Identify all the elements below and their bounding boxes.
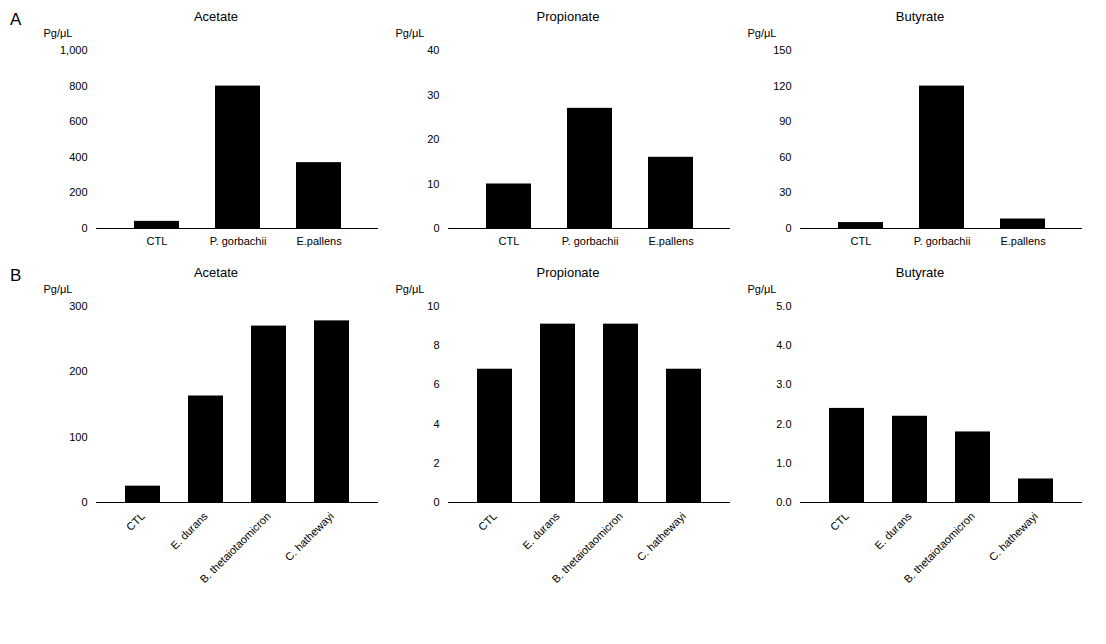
svg-text:B. thetaiotaomicron: B. thetaiotaomicron [197, 510, 273, 586]
html-text:Acetate: Acetate [194, 9, 238, 24]
svg-text:0.0: 0.0 [776, 496, 791, 508]
svg-text:C. hathewayi: C. hathewayi [634, 510, 687, 563]
html-text:Acetate: Acetate [194, 265, 238, 280]
svg-text:150: 150 [773, 44, 791, 56]
svg-text:200: 200 [69, 365, 87, 377]
svg-text:E.pallens: E.pallens [296, 235, 342, 247]
svg-text:4.0: 4.0 [776, 339, 791, 351]
svg-text:8: 8 [433, 339, 439, 351]
html-text:Butyrate: Butyrate [895, 265, 945, 280]
svg-text:30: 30 [427, 89, 439, 101]
svg-text:2.0: 2.0 [776, 418, 791, 430]
svg-text:Pg/μL: Pg/μL [748, 27, 777, 39]
html-text:Propionate: Propionate [536, 265, 600, 280]
svg-text:B. thetaiotaomicron: B. thetaiotaomicron [549, 510, 625, 586]
svg-text:1.0: 1.0 [776, 457, 791, 469]
html-text:Propionate: Propionate [536, 9, 600, 24]
svg-text:2: 2 [433, 457, 439, 469]
svg-text:5.0: 5.0 [776, 300, 791, 312]
svg-text:CTL: CTL [499, 235, 520, 247]
svg-text:C. hathewayi: C. hathewayi [986, 510, 1039, 563]
html-text:B: B [10, 266, 22, 285]
svg-text:200: 200 [69, 186, 87, 198]
svg-text:10: 10 [427, 178, 439, 190]
svg-text:CTL: CTL [124, 510, 147, 533]
html-text:A: A [10, 10, 22, 29]
svg-text:E. durans: E. durans [168, 509, 210, 551]
svg-text:Pg/μL: Pg/μL [396, 27, 425, 39]
svg-text:400: 400 [69, 151, 87, 163]
svg-text:B. thetaiotaomicron: B. thetaiotaomicron [901, 510, 977, 586]
svg-text:P. gorbachii: P. gorbachii [914, 235, 971, 247]
svg-text:0: 0 [433, 496, 439, 508]
svg-text:C. hathewayi: C. hathewayi [282, 510, 335, 563]
svg-text:CTL: CTL [828, 510, 851, 533]
svg-text:100: 100 [69, 431, 87, 443]
svg-text:E. durans: E. durans [872, 509, 914, 551]
svg-text:Pg/μL: Pg/μL [748, 283, 777, 295]
svg-text:CTL: CTL [851, 235, 872, 247]
svg-text:E.pallens: E.pallens [1000, 235, 1046, 247]
svg-text:800: 800 [69, 80, 87, 92]
svg-text:P. gorbachii: P. gorbachii [210, 235, 267, 247]
svg-text:P. gorbachii: P. gorbachii [562, 235, 619, 247]
svg-text:120: 120 [773, 80, 791, 92]
svg-text:20: 20 [427, 133, 439, 145]
svg-text:0: 0 [81, 496, 87, 508]
svg-text:0: 0 [81, 222, 87, 234]
svg-text:E. durans: E. durans [520, 509, 562, 551]
svg-text:30: 30 [779, 186, 791, 198]
svg-text:1,000: 1,000 [60, 44, 88, 56]
html-text:Butyrate: Butyrate [895, 9, 945, 24]
svg-text:6: 6 [433, 378, 439, 390]
svg-text:CTL: CTL [147, 235, 168, 247]
svg-text:Pg/μL: Pg/μL [396, 283, 425, 295]
svg-text:600: 600 [69, 115, 87, 127]
svg-text:90: 90 [779, 115, 791, 127]
svg-text:60: 60 [779, 151, 791, 163]
svg-text:E.pallens: E.pallens [648, 235, 694, 247]
svg-text:CTL: CTL [476, 510, 499, 533]
svg-text:10: 10 [427, 300, 439, 312]
svg-text:Pg/μL: Pg/μL [44, 27, 73, 39]
svg-text:0: 0 [433, 222, 439, 234]
svg-text:3.0: 3.0 [776, 378, 791, 390]
svg-text:4: 4 [433, 418, 439, 430]
svg-text:40: 40 [427, 44, 439, 56]
svg-text:0: 0 [785, 222, 791, 234]
svg-text:Pg/μL: Pg/μL [44, 283, 73, 295]
svg-text:300: 300 [69, 300, 87, 312]
